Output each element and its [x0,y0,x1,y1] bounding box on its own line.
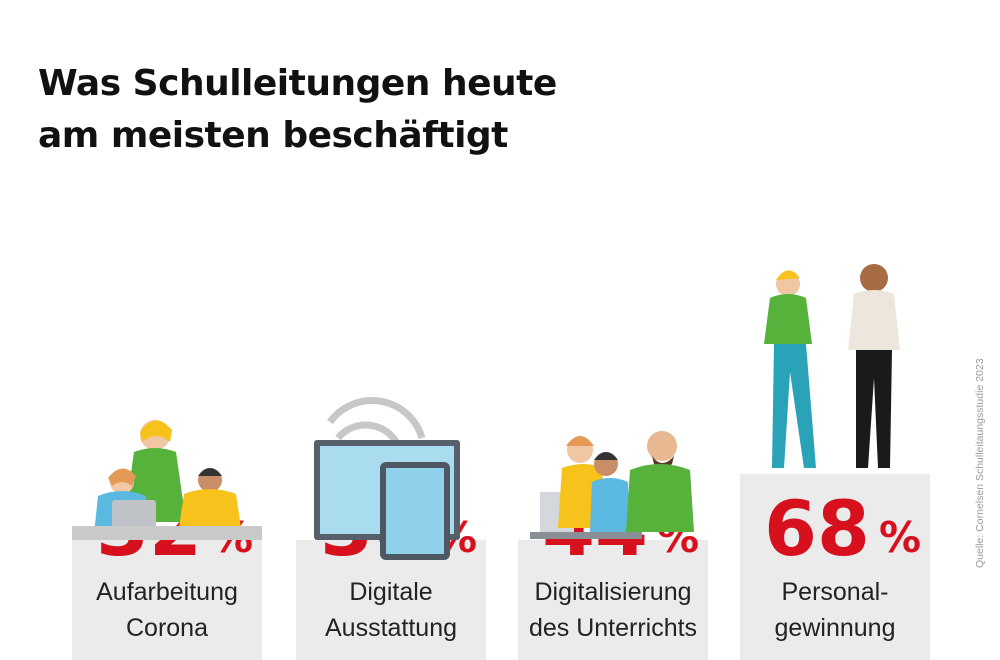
category-label: Digitalisierung [534,578,691,606]
title-line-1: Was Schulleitungen heute [38,63,557,104]
desk-edge [530,532,642,539]
category-label: Aufarbeitung [96,578,238,606]
category-label: des Unterrichts [529,614,697,642]
bar [72,540,262,660]
bar [518,540,708,660]
team-at-laptop-illustration [530,431,694,539]
category-label: Corona [126,614,208,642]
value-label: 68 [764,484,870,573]
bar-group: 68 % Personal-gewinnung [740,263,930,660]
man-body [626,464,694,532]
man-head [860,263,888,292]
wifi-wave [327,397,426,440]
man-shirt [848,289,900,350]
man-trousers [856,349,892,468]
person-hair [566,436,594,446]
woman-hair [776,270,800,280]
bar [740,473,930,660]
two-people-standing-illustration [764,263,900,468]
source-text: Quelle: Cornelsen Schulleitaungsstudie 2… [974,358,986,568]
student-hair [108,468,136,486]
source-note: Quelle: Cornelsen Schulleitaungsstudie 2… [974,308,986,568]
chart-title: Was Schulleitungen heute am meisten besc… [38,58,557,162]
category-label: Digitale [349,578,432,606]
desk [72,526,262,540]
unit-label: % [879,513,921,562]
person-hair-2 [594,452,618,460]
category-label: gewinnung [775,614,896,642]
category-label: Personal- [782,578,889,606]
laptop [112,500,156,530]
title-line-2: am meisten beschäftigt [38,115,508,156]
tablet-wifi-illustration [314,397,460,560]
woman-top [764,293,812,344]
student-hair-2 [198,468,222,476]
tablet-screen [386,468,444,554]
woman-legs [772,343,816,468]
person-body-2 [590,478,630,532]
category-label: Ausstattung [325,614,457,642]
student-body-2 [178,489,242,534]
man-head [647,431,677,461]
teacher-hair [140,420,172,442]
students-with-laptop-illustration [72,420,262,540]
